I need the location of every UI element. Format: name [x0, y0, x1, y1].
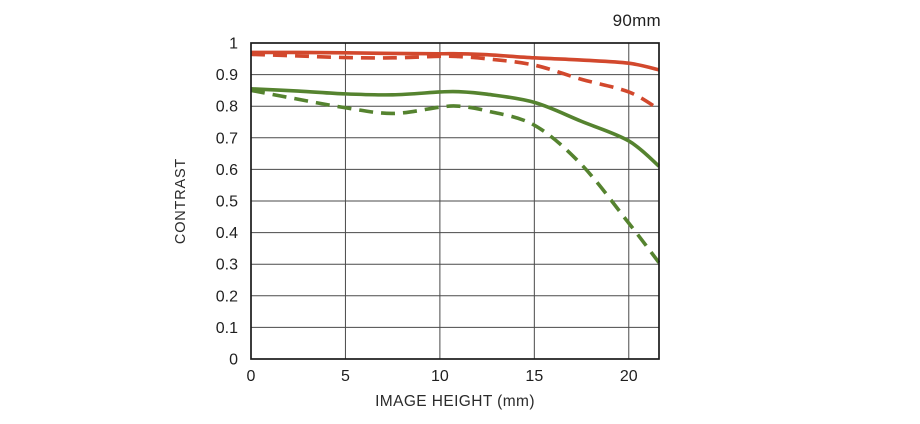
x-tick-label: 20 [620, 368, 638, 385]
y-tick-label: 0.1 [216, 320, 238, 337]
y-tick-label: 0.9 [216, 67, 238, 84]
focal-length-label: 90mm [612, 11, 661, 30]
y-tick-label: 1 [229, 36, 238, 53]
curve-green-solid [250, 87, 660, 168]
curve-red-dashed [250, 52, 660, 111]
x-tick-label: 0 [247, 368, 256, 385]
x-axis-title: IMAGE HEIGHT (mm) [375, 393, 535, 410]
curve-green-dashed [250, 88, 660, 264]
y-tick-label: 0.3 [216, 257, 238, 274]
x-tick-label: 15 [525, 368, 543, 385]
curve-red-solid [250, 50, 660, 72]
y-tick-label: 0.6 [216, 162, 238, 179]
y-tick-label: 0.4 [216, 225, 238, 242]
x-tick-label: 10 [431, 368, 449, 385]
y-tick-label: 0.8 [216, 99, 238, 116]
y-tick-label: 0 [229, 352, 238, 369]
y-tick-label: 0.2 [216, 288, 238, 305]
plot-border [250, 42, 660, 360]
x-tick-label: 5 [341, 368, 350, 385]
y-tick-label: 0.5 [216, 194, 238, 211]
y-tick-label: 0.7 [216, 130, 238, 147]
